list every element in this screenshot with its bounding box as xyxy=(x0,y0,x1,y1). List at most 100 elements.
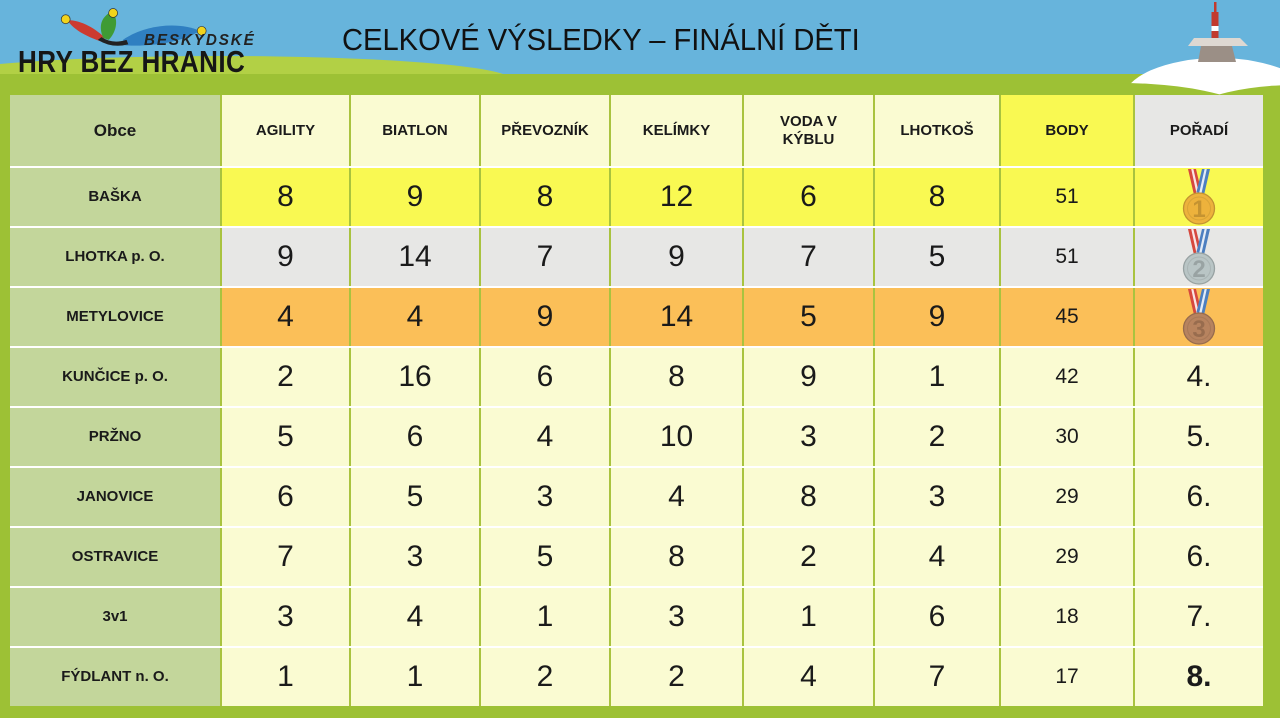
score-cell: 8 xyxy=(875,168,999,226)
score-cell: 4 xyxy=(875,528,999,586)
score-cell: 1 xyxy=(481,588,609,646)
results-table: Obce AGILITY BIATLON PŘEVOZNÍK KELÍMKY V… xyxy=(10,95,1263,706)
event-logo: BESKYDSKÉ HRY BEZ HRANIC xyxy=(14,6,334,86)
rank-cell: 5. xyxy=(1135,408,1263,466)
municipality-name: PRŽNO xyxy=(10,408,220,466)
column-header-voda: VODA V KÝBLU xyxy=(744,95,873,166)
rank-cell: 8. xyxy=(1135,648,1263,706)
rank-text: 6. xyxy=(1186,539,1212,573)
body-points-cell: 42 xyxy=(1001,348,1133,406)
score-cell: 7 xyxy=(744,228,873,286)
score-cell: 9 xyxy=(744,348,873,406)
body-points-cell: 29 xyxy=(1001,468,1133,526)
score-cell: 6 xyxy=(875,588,999,646)
score-cell: 6 xyxy=(481,348,609,406)
score-cell: 8 xyxy=(611,348,742,406)
score-cell: 9 xyxy=(875,288,999,346)
score-cell: 3 xyxy=(611,588,742,646)
column-header-poradi: POŘADÍ xyxy=(1135,95,1263,166)
rank-cell: 2 xyxy=(1135,228,1263,286)
table-row: METYLOVICE 4 4 9 14 5 9 45 3 xyxy=(10,288,1263,346)
svg-text:1: 1 xyxy=(1192,196,1205,223)
rank-cell: 6. xyxy=(1135,468,1263,526)
municipality-name: METYLOVICE xyxy=(10,288,220,346)
score-cell: 3 xyxy=(744,408,873,466)
score-cell: 2 xyxy=(611,648,742,706)
rank-cell: 3 xyxy=(1135,288,1263,346)
body-points-cell: 51 xyxy=(1001,168,1133,226)
municipality-name: BAŠKA xyxy=(10,168,220,226)
score-cell: 5 xyxy=(744,288,873,346)
page-title: CELKOVÉ VÝSLEDKY – FINÁLNÍ DĚTI xyxy=(342,22,860,57)
score-cell: 4 xyxy=(351,588,479,646)
score-cell: 4 xyxy=(744,648,873,706)
score-cell: 1 xyxy=(222,648,349,706)
column-header-kelimky: KELÍMKY xyxy=(611,95,742,166)
column-header-agility: AGILITY xyxy=(222,95,349,166)
score-cell: 7 xyxy=(875,648,999,706)
score-cell: 14 xyxy=(351,228,479,286)
column-header-body: BODY xyxy=(1001,95,1133,166)
svg-text:2: 2 xyxy=(1192,256,1205,283)
score-cell: 3 xyxy=(222,588,349,646)
rank-cell: 4. xyxy=(1135,348,1263,406)
rank-text: 8. xyxy=(1186,659,1212,693)
rank-cell: 6. xyxy=(1135,528,1263,586)
score-cell: 2 xyxy=(481,648,609,706)
score-cell: 4 xyxy=(222,288,349,346)
rank-text: 5. xyxy=(1186,419,1212,453)
score-cell: 9 xyxy=(351,168,479,226)
column-header-obce: Obce xyxy=(10,95,220,166)
municipality-name: JANOVICE xyxy=(10,468,220,526)
gold-medal-icon: 1 xyxy=(1182,169,1216,225)
column-header-lhotkos: LHOTKOŠ xyxy=(875,95,999,166)
score-cell: 2 xyxy=(875,408,999,466)
score-cell: 14 xyxy=(611,288,742,346)
body-points-cell: 45 xyxy=(1001,288,1133,346)
logo-region-label: BESKYDSKÉ xyxy=(144,32,256,49)
logo-name-label: HRY BEZ HRANIC xyxy=(18,44,246,79)
municipality-name: LHOTKA p. O. xyxy=(10,228,220,286)
rank-text: 4. xyxy=(1186,359,1212,393)
municipality-name: FÝDLANT n. O. xyxy=(10,648,220,706)
table-row: PRŽNO 5 6 4 10 3 2 30 5. xyxy=(10,408,1263,466)
score-cell: 8 xyxy=(222,168,349,226)
jester-hat-icon xyxy=(60,8,207,46)
column-header-prevoznik: PŘEVOZNÍK xyxy=(481,95,609,166)
bronze-medal-icon: 3 xyxy=(1182,289,1216,345)
rank-cell: 7. xyxy=(1135,588,1263,646)
score-cell: 5 xyxy=(481,528,609,586)
score-cell: 9 xyxy=(222,228,349,286)
score-cell: 7 xyxy=(222,528,349,586)
score-cell: 5 xyxy=(351,468,479,526)
score-cell: 8 xyxy=(744,468,873,526)
silver-medal-icon: 2 xyxy=(1182,229,1216,285)
body-points-cell: 30 xyxy=(1001,408,1133,466)
score-cell: 7 xyxy=(481,228,609,286)
table-header-row: Obce AGILITY BIATLON PŘEVOZNÍK KELÍMKY V… xyxy=(10,95,1263,166)
rank-cell: 1 xyxy=(1135,168,1263,226)
score-cell: 5 xyxy=(875,228,999,286)
body-points-cell: 51 xyxy=(1001,228,1133,286)
body-points-cell: 29 xyxy=(1001,528,1133,586)
municipality-name: KUNČICE p. O. xyxy=(10,348,220,406)
rank-text: 7. xyxy=(1186,599,1212,633)
score-cell: 2 xyxy=(222,348,349,406)
score-cell: 6 xyxy=(351,408,479,466)
table-row: BAŠKA 8 9 8 12 6 8 51 1 xyxy=(10,168,1263,226)
score-cell: 1 xyxy=(744,588,873,646)
body-points-cell: 17 xyxy=(1001,648,1133,706)
score-cell: 6 xyxy=(744,168,873,226)
score-cell: 8 xyxy=(611,528,742,586)
score-cell: 5 xyxy=(222,408,349,466)
table-row: 3v1 3 4 1 3 1 6 18 7. xyxy=(10,588,1263,646)
column-header-biatlon: BIATLON xyxy=(351,95,479,166)
municipality-name: 3v1 xyxy=(10,588,220,646)
score-cell: 10 xyxy=(611,408,742,466)
body-points-cell: 18 xyxy=(1001,588,1133,646)
score-cell: 8 xyxy=(481,168,609,226)
score-cell: 6 xyxy=(222,468,349,526)
score-cell: 16 xyxy=(351,348,479,406)
score-cell: 9 xyxy=(611,228,742,286)
